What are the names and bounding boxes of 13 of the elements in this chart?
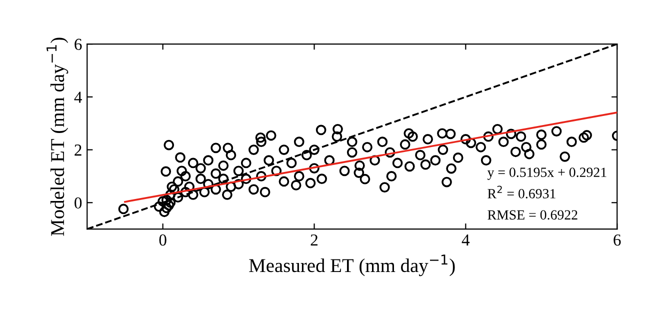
x-tick-label: 4 [462,234,470,246]
y-tick-label: 6 [74,38,82,50]
x-tick-label: 6 [614,234,621,246]
x-tick-label: 2 [310,234,318,246]
x-tick-label: 0 [159,234,166,246]
y-tick-label: 0 [74,197,82,209]
annotation: y = 0.5195x + 0.2921 [487,168,606,180]
y-tick-label: 4 [74,92,82,103]
y-axis-title: Modeled ET (mm day$^{−1}$) [46,38,68,236]
y-tick-label: 2 [74,144,82,156]
annotation: R$^{2}$ = 0.6931 [488,186,556,198]
x-axis-title: Measured ET (mm day$^{−1}$) [249,254,455,276]
annotation: RMSE = 0.6922 [488,210,578,220]
